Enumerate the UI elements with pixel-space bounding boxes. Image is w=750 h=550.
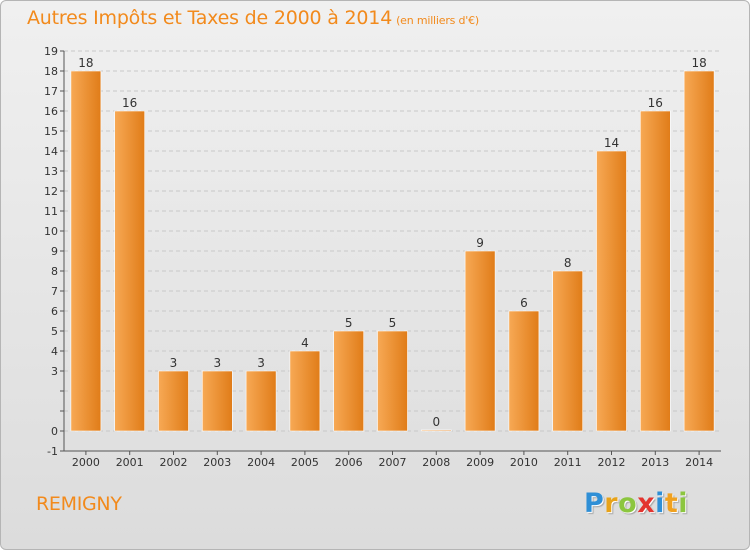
commune-name: REMIGNY	[36, 493, 122, 515]
logo-letter: t	[664, 488, 679, 519]
y-tick-label: 0	[51, 425, 58, 438]
logo-letter: x	[637, 488, 656, 519]
data-label-2010: 6	[520, 296, 528, 310]
bar-2008	[420, 429, 452, 432]
y-tick-label: 19	[44, 45, 58, 58]
data-label-2004: 3	[257, 356, 265, 370]
data-label-2011: 8	[564, 256, 572, 270]
x-tick-label: 2001	[116, 456, 144, 469]
y-tick-label: 9	[51, 245, 58, 258]
data-label-2005: 4	[301, 336, 309, 350]
data-label-2006: 5	[345, 316, 353, 330]
y-tick-label: 6	[51, 305, 58, 318]
logo-letter: r	[604, 488, 619, 519]
bar-2002	[158, 370, 189, 432]
data-label-2014: 18	[691, 56, 706, 70]
y-tick-label: 12	[44, 185, 58, 198]
x-tick-label: 2010	[510, 456, 538, 469]
y-tick-label: -1	[47, 445, 58, 458]
proxiti-logo[interactable]: Proxiti	[584, 488, 688, 519]
y-tick-label: 5	[51, 325, 58, 338]
data-label-2001: 16	[122, 96, 137, 110]
y-tick-label: 14	[44, 145, 58, 158]
bar-2003	[202, 370, 233, 432]
bar-2001	[114, 110, 145, 432]
x-tick-label: 2012	[598, 456, 626, 469]
y-tick-label: 4	[51, 345, 58, 358]
x-tick-label: 2014	[685, 456, 713, 469]
y-tick-label: 7	[51, 285, 58, 298]
data-label-2013: 16	[648, 96, 663, 110]
bars	[70, 70, 715, 432]
x-tick-label: 2000	[72, 456, 100, 469]
y-tick-label: 11	[44, 205, 58, 218]
x-tick-label: 2003	[203, 456, 231, 469]
y-tick-label: 8	[51, 265, 58, 278]
x-tick-label: 2002	[160, 456, 188, 469]
y-tick-label: 18	[44, 65, 58, 78]
bar-2014	[683, 70, 715, 432]
data-label-2000: 18	[78, 56, 93, 70]
x-tick-label: 2011	[554, 456, 582, 469]
bar-2004	[245, 370, 277, 432]
bar-2006	[333, 330, 365, 432]
x-tick-label: 2005	[291, 456, 319, 469]
x-tick-label: 2008	[422, 456, 450, 469]
y-tick-label: 13	[44, 165, 58, 178]
chart-title: Autres Impôts et Taxes de 2000 à 2014 (en…	[27, 7, 479, 29]
bar-2005	[289, 350, 321, 432]
chart-title-text: Autres Impôts et Taxes de 2000 à 2014	[27, 7, 393, 29]
data-label-2003: 3	[213, 356, 221, 370]
data-labels: 18 16 3 3 3 4 5 5 0 9 6 8 14 16 18	[78, 56, 706, 429]
bar-2009	[464, 250, 496, 432]
logo-letter: P	[584, 488, 605, 519]
data-label-2002: 3	[170, 356, 178, 370]
bar-2010	[508, 310, 540, 432]
logo-letter: i	[655, 488, 665, 519]
y-tick-label: 3	[51, 365, 58, 378]
axes: -1 0 3 4 5 6 7 8 9 10 11 12 13 14 15 16 17 18 19 2000 2001 20…	[44, 45, 721, 469]
y-tick-label: 16	[44, 105, 58, 118]
logo-letter: o	[618, 488, 638, 519]
y-tick-label: 17	[44, 85, 58, 98]
x-tick-label: 2007	[379, 456, 407, 469]
bar-2013	[639, 110, 671, 432]
bar-2011	[552, 270, 584, 432]
y-tick-label: 10	[44, 225, 58, 238]
x-tick-label: 2013	[641, 456, 669, 469]
chart-unit: (en milliers d'€)	[396, 14, 479, 27]
data-label-2012: 14	[604, 136, 619, 150]
x-tick-label: 2009	[466, 456, 494, 469]
data-label-2008: 0	[432, 415, 440, 429]
logo-letter: i	[678, 488, 689, 519]
y-tick-label: 15	[44, 125, 58, 138]
x-tick-label: 2006	[335, 456, 363, 469]
bar-2000	[70, 70, 102, 432]
x-tick-label: 2004	[247, 456, 275, 469]
bar-2007	[377, 330, 408, 432]
data-label-2009: 9	[476, 236, 484, 250]
data-label-2007: 5	[389, 316, 397, 330]
bar-2012	[596, 150, 627, 432]
